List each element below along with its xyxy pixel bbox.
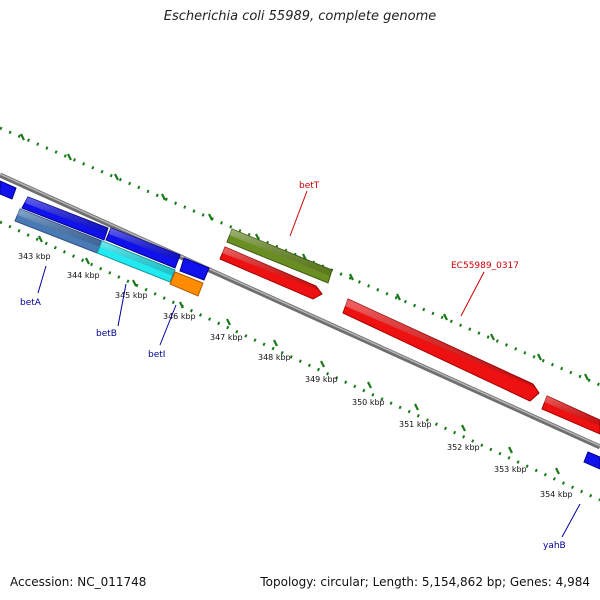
gene-label-yahB: yahB (543, 541, 566, 551)
genome-backbone (0, 172, 600, 450)
gene-label-betA: betA (20, 298, 42, 308)
gene-labels: betT EC55989_0317 betA betB betI yahB (20, 181, 566, 551)
tick-label: 349 kbp (305, 375, 338, 384)
label-leaders (37, 190, 581, 538)
tick-label: 351 kbp (399, 420, 432, 429)
gene-unnamed-blue-1[interactable] (21, 196, 109, 241)
genome-summary-text: Topology: circular; Length: 5,154,862 bp… (260, 575, 590, 589)
tick-label: 343 kbp (18, 252, 51, 261)
gene-unnamed-red-2[interactable] (541, 395, 600, 435)
tick-label: 353 kbp (494, 465, 527, 474)
gene-unnamed-blue-3[interactable] (179, 257, 210, 281)
gene-betT[interactable] (226, 228, 333, 284)
gene-betB[interactable] (96, 240, 176, 283)
outer-tick-marks (20, 133, 589, 381)
forward-features (219, 228, 600, 435)
gene-label-betB: betB (96, 329, 117, 339)
gene-unnamed-red-1[interactable] (219, 246, 323, 300)
gene-unnamed-blue-2[interactable] (105, 227, 181, 269)
gene-label-EC55989_0317: EC55989_0317 (451, 261, 519, 271)
gene-EC55989_0317[interactable] (342, 298, 540, 402)
tick-label: 345 kbp (115, 291, 148, 300)
tick-label: 347 kbp (210, 333, 243, 342)
tick-label: 350 kbp (352, 398, 385, 407)
gene-label-betI: betI (148, 350, 165, 360)
tick-label: 348 kbp (258, 353, 291, 362)
reverse-features (0, 180, 600, 470)
accession-text: Accession: NC_011748 (10, 575, 147, 589)
tick-labels: 343 kbp 344 kbp 345 kbp 346 kbp 347 kbp … (18, 252, 573, 499)
inner-dotted-ring (0, 220, 600, 502)
gene-unnamed-blue-left[interactable] (0, 180, 17, 200)
tick-label: 346 kbp (163, 312, 196, 321)
gene-betI[interactable] (169, 271, 204, 297)
tick-label: 354 kbp (540, 490, 573, 499)
gene-label-betT: betT (299, 181, 320, 191)
tick-label: 352 kbp (447, 443, 480, 452)
gene-yahB[interactable] (583, 451, 600, 470)
tick-label: 344 kbp (67, 271, 100, 280)
map-title: Escherichia coli 55989, complete genome (163, 9, 437, 24)
inner-tick-marks (38, 235, 560, 475)
